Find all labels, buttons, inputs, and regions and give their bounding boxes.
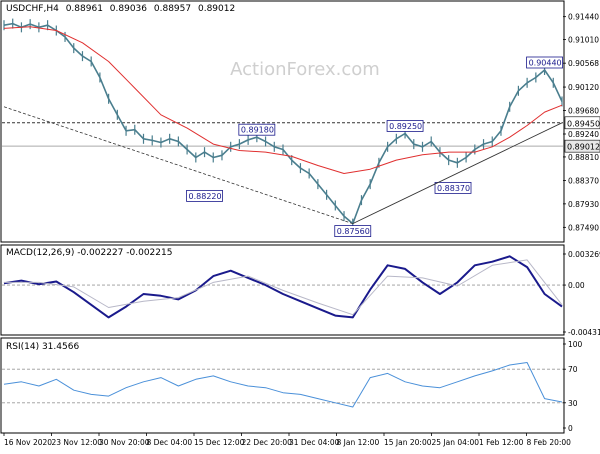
x-tick-label: 8 Feb 20:00: [527, 438, 572, 447]
y-tick-label: 0.00: [568, 281, 585, 290]
ohlc-open: 0.88961: [66, 4, 103, 14]
ohlc-close: 0.89012: [198, 4, 235, 14]
x-tick-label: 31 Dec 04:00: [289, 438, 340, 447]
price-pane-frame: [0, 0, 565, 243]
axis-layer: 0.89450 0.89012 0.91440 0.91010 0.90568 0.901…: [3, 13, 600, 447]
rsi-label: RSI(14) 31.4566: [6, 342, 79, 352]
x-tick-label: 8 Dec 04:00: [147, 438, 193, 447]
y-tick-label: 0: [568, 424, 573, 433]
price-annotation-box: [186, 189, 223, 202]
y-tick-label: 0.88810: [568, 153, 599, 162]
watermark: ActionForex.com: [230, 59, 380, 80]
y-tick-label: 30: [568, 399, 578, 408]
price-annotation-label: 0.88370: [437, 184, 470, 193]
symbol-name: USDCHF,H4: [6, 4, 59, 14]
y-tick-label: 0.003269: [568, 250, 600, 259]
x-tick-label: 25 Jan 04:00: [432, 438, 480, 447]
rsi-pane-frame: [0, 337, 565, 434]
y-tick-label: 0.91010: [568, 36, 599, 45]
price-marker-label: 0.89450: [567, 119, 600, 128]
price-layer: 0.90440 0.89180 0.89250 0.88220 0.88370 0.875…: [2, 18, 563, 238]
y-tick-label: 0.90120: [568, 83, 599, 92]
x-tick-label: 1 Feb 12:00: [479, 438, 524, 447]
y-tick-label: 0.88370: [568, 176, 599, 185]
price-annotation-box: [526, 56, 563, 69]
y-tick-label: -0.004316: [568, 328, 600, 337]
x-tick-label: 15 Dec 12:00: [194, 438, 245, 447]
y-tick-label: 70: [568, 365, 578, 374]
x-tick-label: 30 Nov 20:00: [99, 438, 150, 447]
x-tick-label: 22 Dec 20:00: [242, 438, 293, 447]
y-tick-label: 0.87930: [568, 200, 599, 209]
macd-line: [3, 255, 563, 319]
price-marker-label: 0.89012: [567, 143, 600, 152]
macd-signal-line: [4, 259, 563, 316]
ohlc-high: 0.89036: [110, 4, 147, 14]
rsi-layer: [2, 362, 563, 408]
rsi-line: [3, 362, 563, 408]
moving-average-line: [3, 26, 563, 174]
trendline-dashed: [3, 106, 353, 224]
price-annotation-label: 0.87560: [337, 227, 370, 236]
trendline-solid: [352, 122, 563, 225]
price-annotation-box: [386, 120, 424, 132]
y-tick-label: 0.87490: [568, 223, 599, 232]
price-annotation-label: 0.88220: [189, 192, 222, 201]
y-tick-label: 0.91440: [568, 13, 599, 22]
y-tick-label: 0.89680: [568, 107, 599, 116]
price-annotation-box: [434, 181, 472, 194]
y-tick-label: 0.90568: [568, 59, 599, 68]
price-annotation-label: 0.89180: [241, 126, 274, 135]
macd-label: MACD(12,26,9) -0.002227 -0.002215: [6, 248, 172, 258]
price-annotation-box: [238, 123, 276, 136]
price-marker-box: [564, 116, 600, 130]
price-annotation-label: 0.90440: [529, 59, 562, 68]
x-tick-label: 15 Jan 20:00: [384, 438, 432, 447]
x-tick-label: 8 Jan 12:00: [337, 438, 380, 447]
ohlc-low: 0.88957: [154, 4, 191, 14]
price-annotation-box: [334, 225, 372, 238]
price-annotation-label: 0.89250: [389, 122, 422, 131]
symbol-label: USDCHF,H4 0.88961 0.89036 0.88957 0.8901…: [6, 4, 235, 14]
x-tick-label: 23 Nov 12:00: [52, 438, 103, 447]
macd-layer: [2, 255, 563, 319]
y-tick-label: 0.89240: [568, 130, 599, 139]
price-marker-box: [564, 139, 600, 153]
x-tick-label: 16 Nov 2020: [4, 438, 52, 447]
y-tick-label: 100: [568, 340, 583, 349]
